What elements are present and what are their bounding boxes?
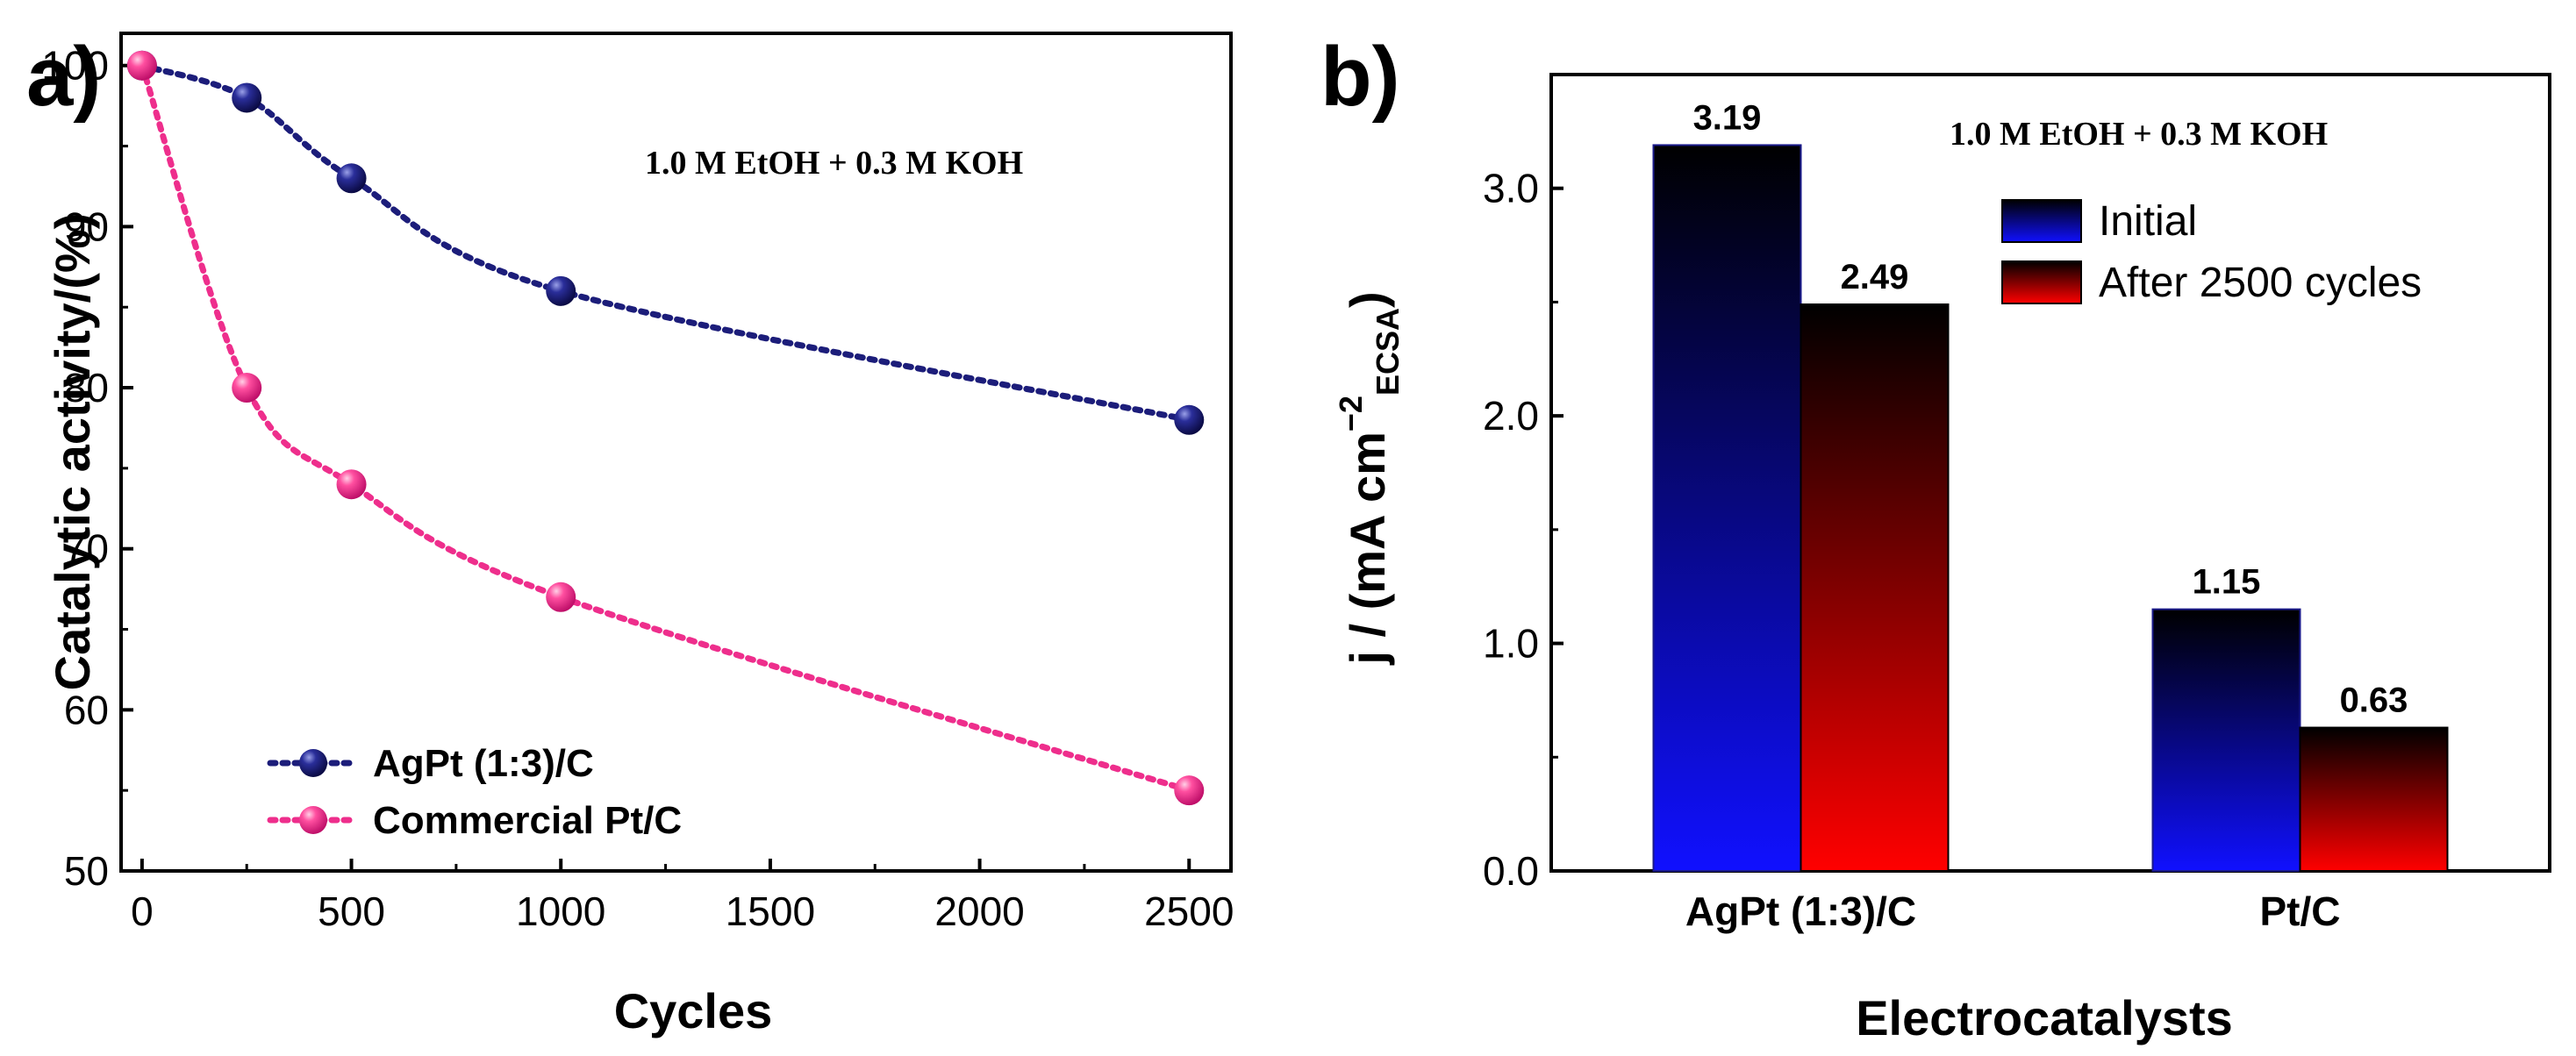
panel-a-annotation: 1.0 M EtOH + 0.3 M KOH bbox=[645, 145, 1023, 182]
legend-marker-agpt bbox=[299, 749, 327, 777]
a-data-point bbox=[336, 469, 367, 500]
panel-a-label: a) bbox=[26, 30, 101, 124]
a-data-point bbox=[546, 275, 576, 306]
a-xtick-label: 2500 bbox=[1144, 888, 1234, 934]
a-xtick-label: 0 bbox=[131, 888, 154, 934]
a-xtick-label: 2000 bbox=[934, 888, 1024, 934]
a-xtick-label: 1500 bbox=[726, 888, 815, 934]
panel-a-x-axis: 0 500 1000 1500 2000 2500 bbox=[131, 859, 1234, 934]
a-data-point bbox=[232, 82, 262, 113]
panel-a: a) 50 60 70 80 90 100 0 500 1000 1500 2000 2500 1.… bbox=[26, 30, 1234, 1038]
legend-swatch-after bbox=[2001, 260, 2082, 304]
panel-b-frame bbox=[1549, 73, 2551, 873]
bar-after-cycles bbox=[2299, 726, 2449, 872]
bar-value-label: 0.63 bbox=[2340, 681, 2408, 720]
panel-a-series bbox=[126, 50, 1205, 806]
svg-text:j / (mA cm−2ECSA): j / (mA cm−2ECSA) bbox=[1333, 291, 1406, 665]
legend-swatch-initial bbox=[2001, 199, 2082, 243]
a-data-point bbox=[232, 373, 262, 403]
bar-initial bbox=[1652, 144, 1802, 872]
panel-b-y-title-sup: −2 bbox=[1333, 396, 1369, 432]
panel-b-bars: 3.19 2.49 1.15 0.63 bbox=[1652, 98, 2449, 873]
b-ytick-label: 3.0 bbox=[1483, 166, 1539, 211]
a-series-line bbox=[139, 62, 1192, 424]
panel-b-label: b) bbox=[1320, 30, 1400, 124]
a-data-point bbox=[336, 163, 367, 194]
panel-b-y-axis: 0.0 1.0 2.0 3.0 bbox=[1483, 166, 1563, 894]
panel-b-y-title: j / (mA cm−2ECSA) bbox=[1333, 291, 1406, 665]
a-ytick-label: 60 bbox=[64, 687, 109, 732]
panel-b-y-title-main: j / (mA cm bbox=[1340, 432, 1395, 666]
a-xtick-label: 1000 bbox=[516, 888, 605, 934]
bar-value-label: 3.19 bbox=[1693, 98, 1762, 137]
a-ytick-label: 70 bbox=[64, 526, 109, 572]
legend-label-initial: Initial bbox=[2099, 198, 2197, 245]
a-data-point bbox=[1174, 404, 1205, 435]
a-series-line bbox=[139, 62, 1192, 794]
a-xtick-label: 500 bbox=[318, 888, 385, 934]
bar-value-label: 2.49 bbox=[1841, 258, 1909, 296]
panel-b-legend: Initial After 2500 cycles bbox=[2001, 198, 2422, 306]
panel-b: b) 0.0 1.0 2.0 3.0 AgPt (1:3)/C Pt/C 3.19 2.4… bbox=[1320, 30, 2551, 1045]
panel-b-x-axis: AgPt (1:3)/C Pt/C bbox=[1685, 859, 2341, 934]
b-ytick-label: 0.0 bbox=[1483, 848, 1539, 894]
panel-b-x-title: Electrocatalysts bbox=[1856, 990, 2233, 1045]
b-xtick-label: Pt/C bbox=[2260, 888, 2341, 934]
b-ytick-label: 2.0 bbox=[1483, 393, 1539, 439]
b-xtick-label: AgPt (1:3)/C bbox=[1685, 888, 1916, 934]
a-ytick-label: 50 bbox=[64, 848, 109, 894]
panel-a-x-title: Cycles bbox=[614, 983, 773, 1038]
a-data-point bbox=[546, 582, 576, 612]
a-ytick-label: 90 bbox=[64, 203, 109, 249]
panel-b-y-title-close: ) bbox=[1340, 291, 1395, 308]
panel-a-y-title: Catalytic activity/(%) bbox=[45, 213, 100, 691]
panel-a-frame bbox=[119, 32, 1233, 873]
bar-initial bbox=[2151, 608, 2301, 873]
a-ytick-label: 100 bbox=[41, 43, 109, 89]
bar-after-cycles bbox=[1800, 303, 1950, 873]
legend-label-agpt: AgPt (1:3)/C bbox=[373, 742, 594, 785]
legend-marker-ptc bbox=[299, 806, 327, 834]
panel-a-legend: AgPt (1:3)/C Commercial Pt/C bbox=[267, 742, 682, 842]
legend-label-after: After 2500 cycles bbox=[2099, 260, 2422, 306]
b-ytick-label: 1.0 bbox=[1483, 621, 1539, 667]
a-ytick-label: 80 bbox=[64, 365, 109, 410]
panel-a-y-axis: 50 60 70 80 90 100 bbox=[41, 43, 133, 894]
a-data-point bbox=[1174, 775, 1205, 806]
panel-b-annotation: 1.0 M EtOH + 0.3 M KOH bbox=[1950, 116, 2328, 153]
legend-label-ptc: Commercial Pt/C bbox=[373, 799, 682, 842]
a-data-point bbox=[126, 50, 157, 81]
panel-b-y-title-sub: ECSA bbox=[1370, 308, 1406, 396]
bar-value-label: 1.15 bbox=[2193, 563, 2261, 602]
